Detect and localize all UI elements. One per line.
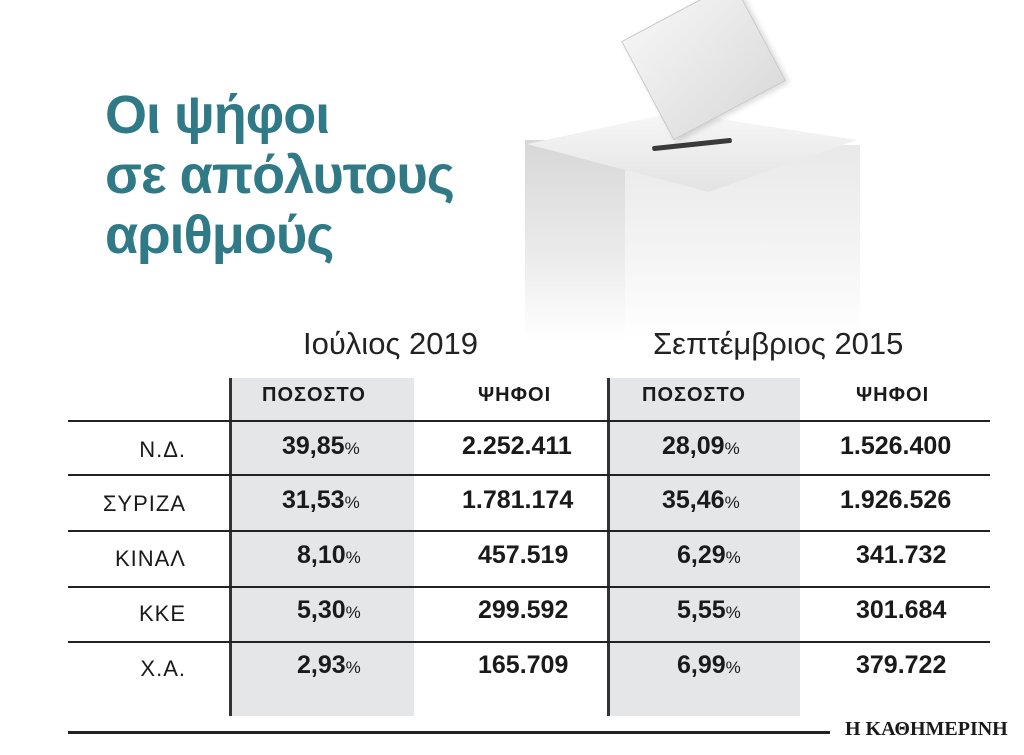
party-name: ΣΥΡΙΖΑ [102,491,186,516]
pct-2019: 5,30% [297,596,361,624]
votes-2019: 457.519 [478,541,569,569]
row-divider [68,474,990,476]
header-pct-2019: ΠΟΣΟΣΤΟ [262,384,366,406]
title-line-2: σε απόλυτους [105,145,455,205]
pct-2015: 5,55% [677,596,741,624]
votes-2015: 1.526.400 [840,432,952,460]
row-divider [68,420,990,422]
votes-2019: 165.709 [478,651,569,679]
footer-rule [68,731,830,734]
votes-2019: 299.592 [478,596,569,624]
header-pct-2015: ΠΟΣΟΣΤΟ [642,384,746,406]
pct-2019: 8,10% [297,541,361,569]
period-september-2015: Σεπτέμβριος 2015 [653,326,904,361]
pct-2019: 39,85% [282,432,360,460]
row-divider [68,586,990,588]
period-july-2019: Ιούλιος 2019 [303,326,478,361]
title-line-1: Οι ψήφοι [105,85,330,145]
pct-2015: 35,46% [662,486,740,514]
ballot-box-left-face [525,140,625,340]
header-votes-2019: ΨΗΦΟΙ [478,384,552,406]
party-name: ΚΙΝΑΛ [114,546,186,571]
pct-2019: 31,53% [282,486,360,514]
votes-2019: 1.781.174 [462,486,574,514]
infographic-title: Οι ψήφοι σε απόλυτους αριθμούς [105,85,455,265]
header-votes-2015: ΨΗΦΟΙ [856,384,930,406]
pct-2015: 6,99% [677,651,741,679]
party-name: ΚΚΕ [138,601,186,626]
column-shade-2019 [232,378,414,716]
row-divider [68,530,990,532]
pct-2015: 6,29% [677,541,741,569]
title-line-3: αριθμούς [105,205,334,265]
row-divider [68,641,990,643]
divider-2015 [607,378,610,716]
pct-2019: 2,93% [297,651,361,679]
publisher-logo: Η ΚΑΘΗΜΕΡΙΝΗ [845,718,1008,740]
divider-2019 [229,378,232,716]
votes-2019: 2.252.411 [462,432,572,460]
column-shade-2015 [610,378,800,716]
party-name: Χ.Α. [140,656,186,681]
party-name: Ν.Δ. [139,437,186,462]
votes-2015: 379.722 [856,651,947,679]
votes-2015: 341.732 [856,541,947,569]
votes-2015: 1.926.526 [840,486,952,514]
pct-2015: 28,09% [662,432,740,460]
votes-2015: 301.684 [856,596,947,624]
